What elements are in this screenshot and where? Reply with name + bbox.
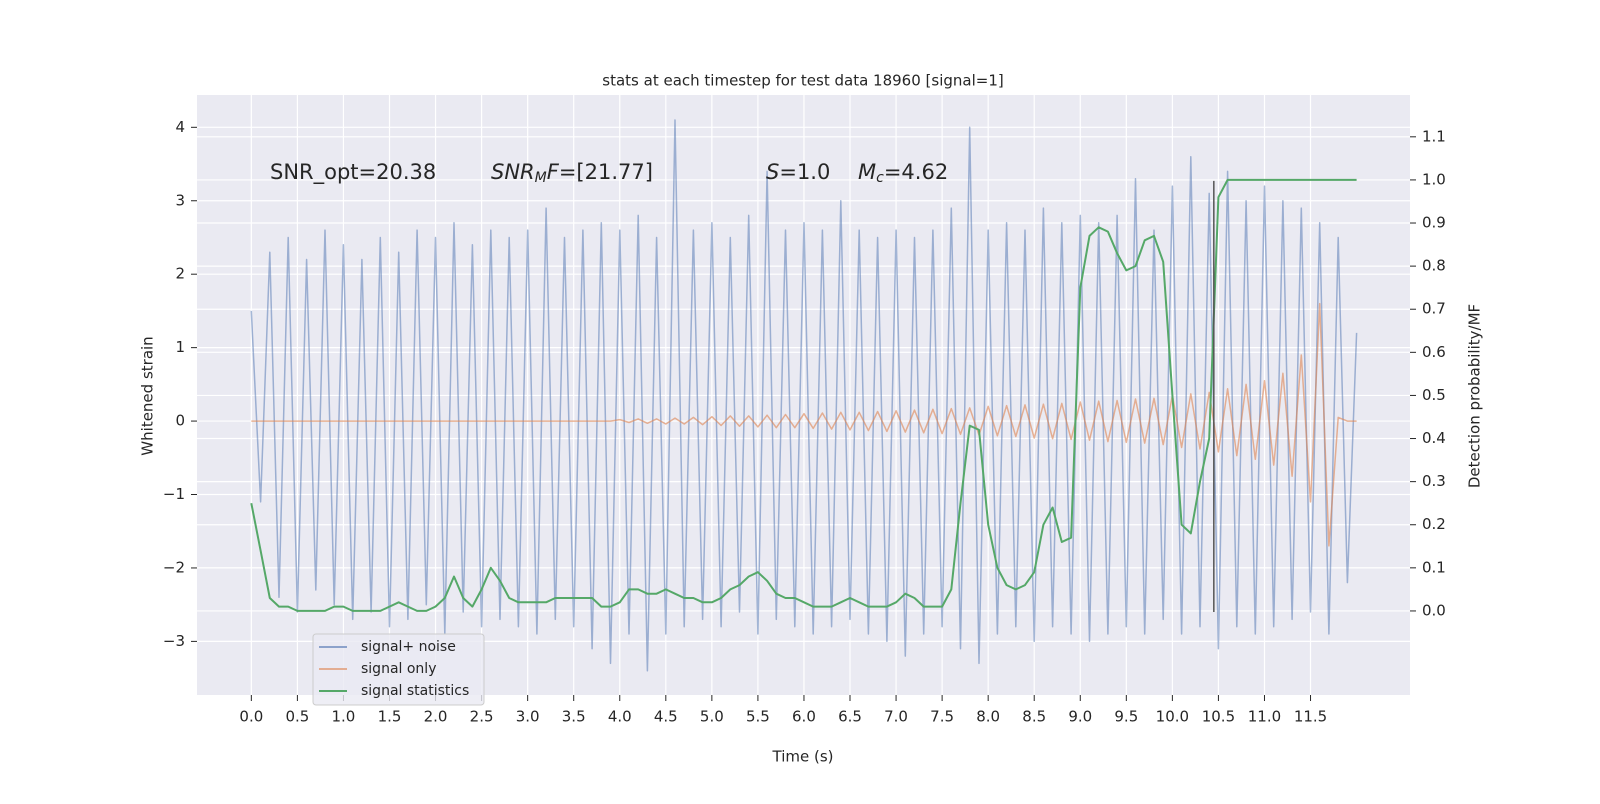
x-tick-label: 11.5 [1294, 708, 1327, 726]
y2-tick-label: 0.7 [1422, 300, 1446, 318]
y-tick-label: 0 [175, 412, 185, 430]
x-tick-label: 6.0 [792, 708, 816, 726]
y-tick-label: 2 [175, 265, 185, 283]
annotation-part: S [766, 160, 779, 184]
x-tick-label: 5.0 [700, 708, 724, 726]
marks [250, 119, 1358, 672]
x-axis-label: Time (s) [772, 748, 834, 766]
annotation: S=1.0 [766, 160, 830, 184]
y2-tick-label: 0.9 [1422, 214, 1446, 232]
y2-tick-label: 0.1 [1422, 558, 1446, 576]
annotation-part: M [535, 170, 547, 186]
y2-tick-label: 0.4 [1422, 429, 1446, 447]
y2-tick-label: 0.3 [1422, 472, 1446, 490]
x-tick-label: 4.0 [608, 708, 632, 726]
y2-tick-label: 0.2 [1422, 515, 1446, 533]
legend-label: signal+ noise [361, 639, 456, 655]
x-tick-label: 0.5 [285, 708, 309, 726]
annotation-part: c [876, 170, 884, 186]
y2-tick-label: 1.0 [1422, 170, 1446, 188]
y2-tick-label: 0.8 [1422, 257, 1446, 275]
series-line [250, 178, 1357, 612]
annotation-part: =4.62 [884, 160, 948, 184]
x-tick-label: 10.5 [1202, 708, 1235, 726]
y-axis-label: Whitened strain [139, 336, 157, 455]
annotation-part: F [547, 160, 560, 184]
x-tick-label: 1.0 [332, 708, 356, 726]
annotation-part: SNR [491, 160, 535, 184]
x-tick-label: 4.5 [654, 708, 678, 726]
annotation-part: M [858, 160, 876, 184]
x-tick-label: 11.0 [1248, 708, 1281, 726]
series-line [250, 119, 1358, 672]
y2-tick-label: 0.5 [1422, 386, 1446, 404]
x-tick-label: 7.5 [930, 708, 954, 726]
annotation-part: =[21.77] [559, 160, 653, 184]
y-tick-label: −3 [163, 632, 185, 650]
x-tick-label: 9.0 [1068, 708, 1092, 726]
x-tick-label: 9.5 [1114, 708, 1138, 726]
y-tick-label: 4 [175, 118, 185, 136]
y2-tick-label: 0.6 [1422, 343, 1446, 361]
x-tick-label: 1.5 [378, 708, 402, 726]
x-tick-label: 6.5 [838, 708, 862, 726]
legend-box [312, 633, 485, 706]
annotation: SNRMF=[21.77] [491, 160, 653, 186]
labels: 0.0 0.5 1.0 1.5 2.0 2.5 3.0 3.5 4.0 4.5 5.0 5.5 6.0 6… [163, 118, 1446, 726]
x-tick-label: 8.0 [976, 708, 1000, 726]
legend-label: signal only [361, 661, 436, 677]
y-tick-label: −2 [163, 558, 185, 576]
x-tick-label: 7.0 [884, 708, 908, 726]
annotation-part: SNR_opt=20.38 [270, 160, 436, 185]
y2-tick-label: 1.1 [1422, 127, 1446, 145]
x-tick-label: 2.0 [424, 708, 448, 726]
x-tick-label: 0.0 [239, 708, 263, 726]
legend: signal+ noise signal only signal statistic… [312, 633, 485, 706]
x-tick-label: 3.5 [562, 708, 586, 726]
x-tick-label: 8.5 [1022, 708, 1046, 726]
y2-axis-label: Detection probability/MF [1466, 304, 1484, 488]
y-tick-label: −1 [163, 485, 185, 503]
chart-title: stats at each timestep for test data 189… [602, 72, 1003, 90]
x-tick-label: 2.5 [470, 708, 494, 726]
x-tick-label: 3.0 [516, 708, 540, 726]
y-tick-label: 3 [175, 191, 185, 209]
annotation-part: =1.0 [779, 160, 830, 184]
y-tick-label: 1 [175, 338, 185, 356]
annotation: Mc=4.62 [858, 160, 948, 186]
x-tick-label: 5.5 [746, 708, 770, 726]
y2-tick-label: 0.0 [1422, 601, 1446, 619]
legend-label: signal statistics [361, 683, 469, 699]
x-tick-label: 10.0 [1156, 708, 1189, 726]
annotation: SNR_opt=20.38 [270, 160, 436, 185]
